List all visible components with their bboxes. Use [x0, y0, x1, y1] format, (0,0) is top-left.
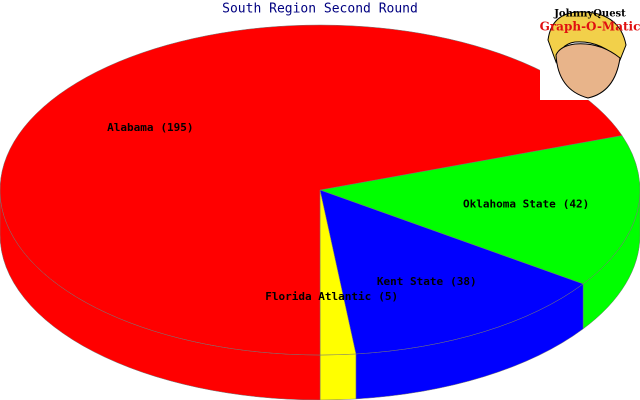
- slice-label-name: Alabama: [107, 121, 153, 134]
- logo-line1: JohnnyQuest: [553, 9, 626, 20]
- slice-label: Kent State (38): [377, 275, 477, 288]
- pie: Oklahoma State (42) Kent State (38) Florida …: [0, 24, 640, 400]
- slice: [0, 24, 623, 356]
- slice-label-name: Kent State: [377, 275, 444, 288]
- slice-label: Oklahoma State (42): [463, 197, 589, 210]
- logo-line2: Graph-O-Matic: [540, 20, 640, 34]
- slice-label-name: Florida Atlantic: [265, 290, 371, 303]
- logo: JohnnyQuest Graph-O-Matic: [540, 0, 640, 100]
- slice: [319, 189, 584, 355]
- slice-side: [319, 353, 357, 400]
- chart-title: South Region Second Round: [222, 2, 418, 17]
- slice-label-name: Oklahoma State: [463, 197, 556, 210]
- slice-label: Alabama (195): [107, 121, 193, 134]
- slice-label-value: (5): [378, 290, 398, 303]
- slice: [319, 135, 640, 285]
- slice-label-value: (38): [450, 275, 477, 288]
- pie-tops: [0, 24, 640, 356]
- slice-label-value: (195): [160, 121, 193, 134]
- slice-label: Florida Atlantic (5): [265, 290, 398, 303]
- slice-label-value: (42): [563, 197, 590, 210]
- pie-labels: Oklahoma State (42) Kent State (38) Florida …: [107, 121, 589, 303]
- logo-face: [555, 43, 621, 99]
